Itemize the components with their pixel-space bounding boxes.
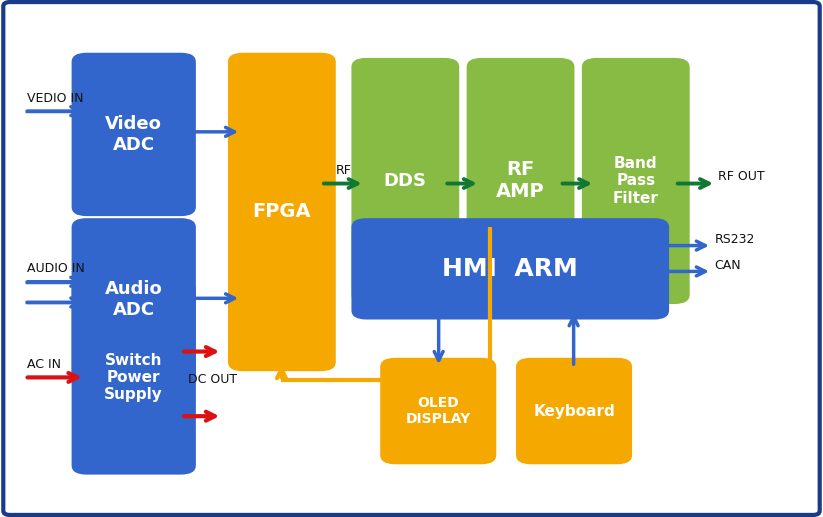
Text: AC IN: AC IN	[27, 358, 61, 371]
Text: HMI  ARM: HMI ARM	[443, 257, 578, 281]
FancyBboxPatch shape	[380, 358, 496, 464]
Text: OLED
DISPLAY: OLED DISPLAY	[406, 396, 471, 426]
FancyBboxPatch shape	[351, 218, 669, 320]
Text: Switch
Power
Supply: Switch Power Supply	[105, 353, 163, 402]
Text: Audio
ADC: Audio ADC	[105, 280, 163, 320]
FancyBboxPatch shape	[3, 2, 820, 515]
Text: RF OUT: RF OUT	[718, 170, 765, 184]
FancyBboxPatch shape	[72, 53, 196, 216]
FancyBboxPatch shape	[582, 58, 690, 304]
Text: Band
Pass
Filter: Band Pass Filter	[613, 156, 658, 206]
Text: VEDIO IN: VEDIO IN	[27, 92, 84, 105]
Text: Video
ADC: Video ADC	[105, 115, 162, 154]
FancyBboxPatch shape	[467, 58, 574, 304]
FancyBboxPatch shape	[351, 58, 459, 304]
Text: CAN: CAN	[714, 258, 741, 272]
Text: DC OUT: DC OUT	[188, 373, 237, 387]
FancyBboxPatch shape	[516, 358, 632, 464]
FancyBboxPatch shape	[72, 280, 196, 475]
Text: Keyboard: Keyboard	[533, 403, 615, 419]
Text: AUDIO IN: AUDIO IN	[27, 262, 85, 276]
Text: RF
AMP: RF AMP	[496, 160, 545, 202]
Text: DDS: DDS	[384, 172, 427, 190]
Text: RF: RF	[336, 164, 351, 177]
FancyBboxPatch shape	[228, 53, 336, 371]
Text: FPGA: FPGA	[253, 203, 311, 221]
FancyBboxPatch shape	[72, 218, 196, 382]
Text: RS232: RS232	[714, 233, 755, 246]
